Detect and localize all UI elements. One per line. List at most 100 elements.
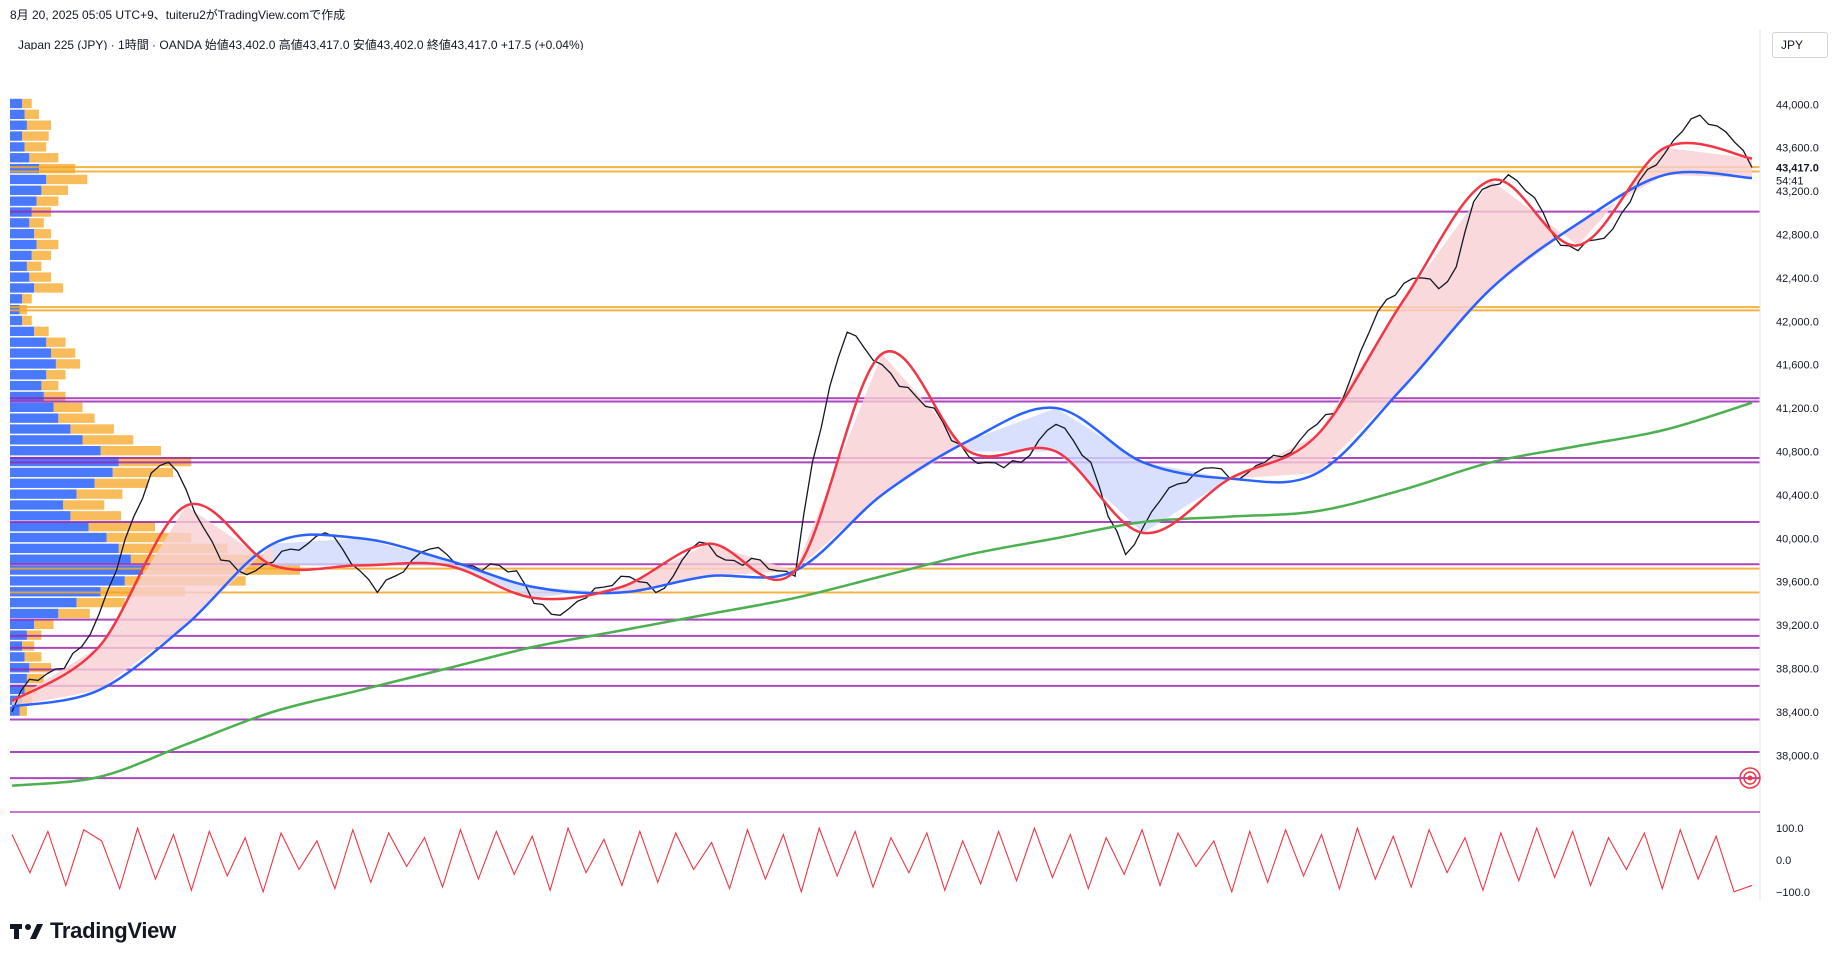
price-tick-label: 40,000.0: [1776, 533, 1819, 545]
volume-profile-buy-bar: [10, 608, 59, 619]
volume-profile-sell-bar: [36, 196, 59, 206]
price-tick-label: 39,600.0: [1776, 577, 1819, 589]
price-axis[interactable]: 44,000.0 43,600.0 43,200.0 42,800.0 42,400.0…: [1759, 30, 1819, 900]
ma-cloud-segment: [795, 353, 882, 571]
currency-selector[interactable]: JPY: [1772, 32, 1828, 58]
oscillator-pane[interactable]: [10, 811, 1760, 894]
volume-profile-sell-bar: [41, 185, 68, 195]
ma-cloud-segment: [1404, 180, 1491, 387]
volume-profile-sell-bar: [70, 511, 122, 521]
volume-profile-sell-bar: [43, 391, 66, 402]
volume-profile-buy-bar: [10, 478, 95, 488]
price-tick-label: 38,000.0: [1776, 750, 1819, 762]
volume-profile-sell-bar: [22, 131, 49, 141]
volume-profile-buy-bar: [10, 543, 119, 554]
volume-profile-buy-bar: [10, 163, 39, 174]
volume-profile-buy-bar: [10, 250, 32, 261]
volume-profile-buy-bar: [10, 315, 23, 326]
symbol-info-line[interactable]: Japan 225 (JPY) · 1時間 · OANDA 始値43,402.0…: [18, 38, 584, 52]
volume-profile-buy-bar: [10, 153, 30, 163]
volume-profile-buy-bar: [10, 239, 37, 250]
volume-profile-buy-bar: [10, 446, 101, 456]
volume-profile-sell-bar: [34, 619, 54, 629]
ma-cloud-segment: [1491, 180, 1578, 289]
ma-cloud-segment: [99, 505, 186, 691]
volume-profile-sell-bar: [51, 348, 76, 358]
price-tick-label: 38,400.0: [1776, 707, 1819, 719]
volume-profile-buy-bar: [10, 348, 52, 358]
price-tick-label: 40,400.0: [1776, 490, 1819, 502]
volume-profile-buy-bar: [10, 185, 42, 195]
volume-profile-buy-bar: [10, 370, 47, 380]
volume-profile-sell-bar: [24, 142, 47, 152]
volume-profile-sell-bar: [26, 673, 44, 684]
brand-name: TradingView: [50, 918, 176, 943]
volume-profile-sell-bar: [76, 489, 123, 499]
volume-profile-sell-bar: [29, 272, 52, 282]
volume-profile-sell-bar: [41, 380, 59, 391]
volume-profile-buy-bar: [10, 706, 20, 716]
price-tick-label: 41,200.0: [1776, 403, 1819, 415]
volume-profile-sell-bar: [26, 261, 42, 271]
volume-profile-buy-bar: [10, 283, 35, 293]
volume-profile-sell-bar: [55, 359, 81, 369]
volume-profile-sell-bar: [82, 435, 134, 445]
volume-profile-sell-bar: [58, 608, 90, 619]
price-tick-label: 41,600.0: [1776, 360, 1819, 372]
price-line: [11, 114, 1753, 713]
ma-cloud-segment: [1143, 462, 1230, 533]
ma-cloud-segment: [1578, 147, 1665, 246]
tradingview-logo-icon: [10, 924, 43, 939]
volume-profile-sell-bar: [31, 250, 52, 261]
volume-profile-buy-bar: [10, 359, 56, 369]
price-tick-label: 43,600.0: [1776, 143, 1819, 155]
volume-profile-sell-bar: [24, 684, 37, 695]
volume-profile-sell-bar: [29, 663, 52, 673]
volume-profile-buy-bar: [10, 619, 35, 629]
price-tick-label: 44,000.0: [1776, 99, 1819, 111]
volume-profile-buy-bar: [10, 272, 30, 282]
price-tick-label: 43,200.0: [1776, 186, 1819, 198]
tradingview-brand[interactable]: TradingView: [10, 918, 176, 944]
volume-profile-sell-bar: [34, 326, 49, 337]
volume-profile-sell-bar: [58, 413, 95, 423]
volume-profile-buy-bar: [10, 196, 37, 206]
volume-profile-buy-bar: [10, 218, 30, 228]
volume-profile-sell-bar: [34, 229, 52, 239]
volume-profile-sell-bar: [26, 120, 52, 130]
volume-profile-sell-bar: [53, 402, 83, 412]
oscillator-line: [11, 826, 1753, 894]
volume-profile-buy-bar: [10, 413, 59, 423]
mid-ma-line: [11, 170, 1753, 708]
volume-profile-sell-bar: [46, 370, 66, 380]
volume-profile-sell-bar: [106, 532, 192, 543]
volume-profile-sell-bar: [100, 446, 162, 456]
volume-profile-buy-bar: [10, 500, 64, 510]
volume-profile-sell-bar: [22, 641, 35, 651]
volume-profile-buy-bar: [10, 652, 25, 662]
volume-profile-buy-bar: [10, 120, 27, 130]
price-tick-label: 42,000.0: [1776, 316, 1819, 328]
ma-cloud-segment: [882, 353, 969, 495]
volume-profile-sell-bar: [22, 294, 32, 304]
last-price-label: 43,417.0: [1776, 163, 1819, 175]
volume-profile-sell-bar: [94, 478, 148, 488]
volume-profile-buy-bar: [10, 597, 77, 608]
volume-profile-buy-bar: [10, 109, 25, 120]
ma-cloud-segment: [447, 559, 534, 598]
ma-cloud-segment: [1665, 147, 1752, 179]
volume-profile-buy-bar: [10, 511, 71, 521]
chart-area[interactable]: 44,000.0 43,600.0 43,200.0 42,800.0 42,400.0…: [0, 0, 1835, 900]
volume-profile-sell-bar: [46, 337, 66, 347]
target-icon[interactable]: [1738, 766, 1762, 790]
volume-profile-sell-bar: [24, 109, 39, 120]
volume-profile-buy-bar: [10, 489, 77, 499]
short-ma-line: [11, 141, 1753, 703]
volume-profile-buy-bar: [10, 576, 125, 586]
volume-profile-sell-bar: [39, 163, 76, 174]
price-tick-label: 39,200.0: [1776, 620, 1819, 632]
countdown-label: 54:41: [1776, 176, 1804, 188]
volume-profile-sell-bar: [34, 283, 64, 293]
volume-profile-buy-bar: [10, 467, 113, 478]
volume-profile-sell-bar: [63, 500, 105, 510]
